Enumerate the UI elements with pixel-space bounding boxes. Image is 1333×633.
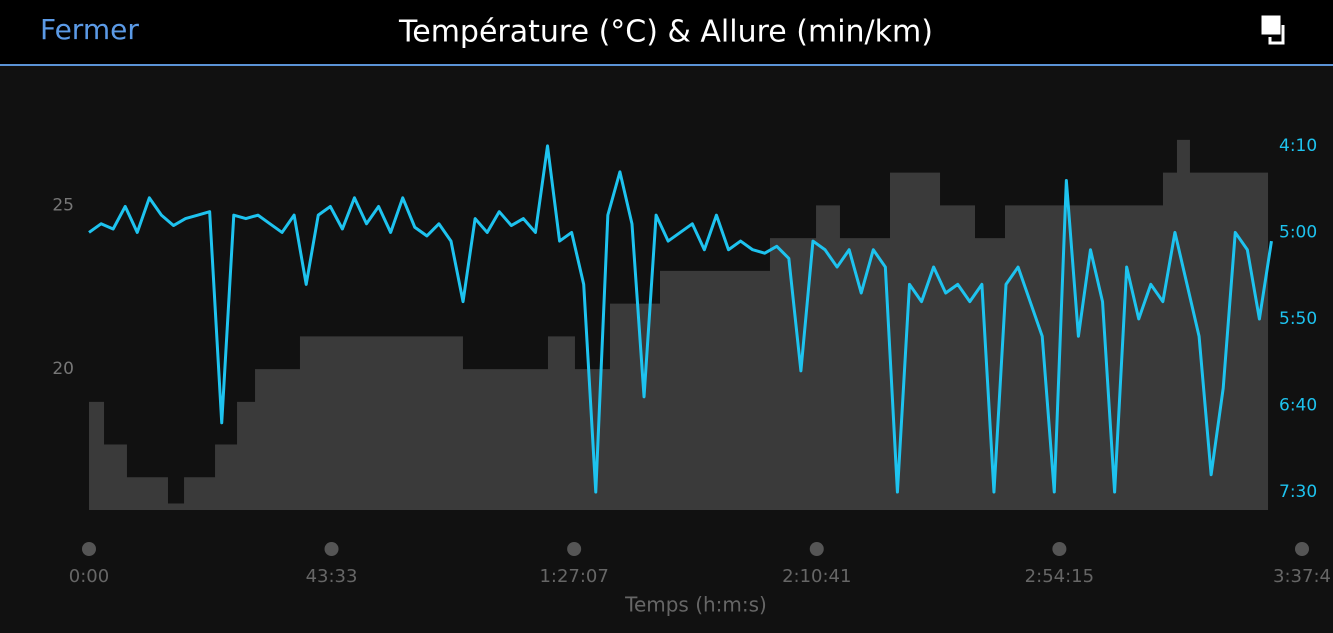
close-button[interactable]: Fermer bbox=[40, 13, 139, 46]
chart-title: Température (°C) & Allure (min/km) bbox=[398, 15, 933, 50]
y2-tick-label: 5:00 bbox=[1279, 222, 1317, 242]
x-tick-label: 0:00 bbox=[69, 566, 109, 587]
x-tick-label: 2:10:41 bbox=[782, 566, 851, 587]
x-tick-dot bbox=[809, 542, 824, 556]
y-tick-label: 20 bbox=[52, 359, 74, 379]
x-tick-dot bbox=[1295, 542, 1309, 556]
y2-tick-label: 4:10 bbox=[1279, 136, 1317, 156]
x-tick-dot bbox=[82, 542, 96, 556]
y-tick-label: 25 bbox=[52, 195, 74, 215]
x-tick-dot bbox=[567, 542, 582, 556]
expand-icon[interactable] bbox=[1261, 15, 1285, 45]
x-tick-label: 1:27:07 bbox=[539, 566, 608, 587]
temperature-area bbox=[89, 139, 1269, 511]
x-tick-dot bbox=[1052, 542, 1067, 556]
pace-line bbox=[88, 144, 1273, 494]
y2-tick-label: 7:30 bbox=[1279, 482, 1317, 502]
x-tick-dot bbox=[324, 542, 339, 556]
x-tick-label: 3:37:4 bbox=[1273, 566, 1331, 587]
y2-tick-label: 6:40 bbox=[1279, 395, 1317, 415]
y2-tick-label: 5:50 bbox=[1279, 309, 1317, 329]
x-axis-label: Temps (h:m:s) bbox=[624, 593, 767, 617]
x-tick-label: 43:33 bbox=[306, 566, 358, 587]
header-bar bbox=[0, 0, 1333, 64]
x-tick-label: 2:54:15 bbox=[1025, 566, 1094, 587]
